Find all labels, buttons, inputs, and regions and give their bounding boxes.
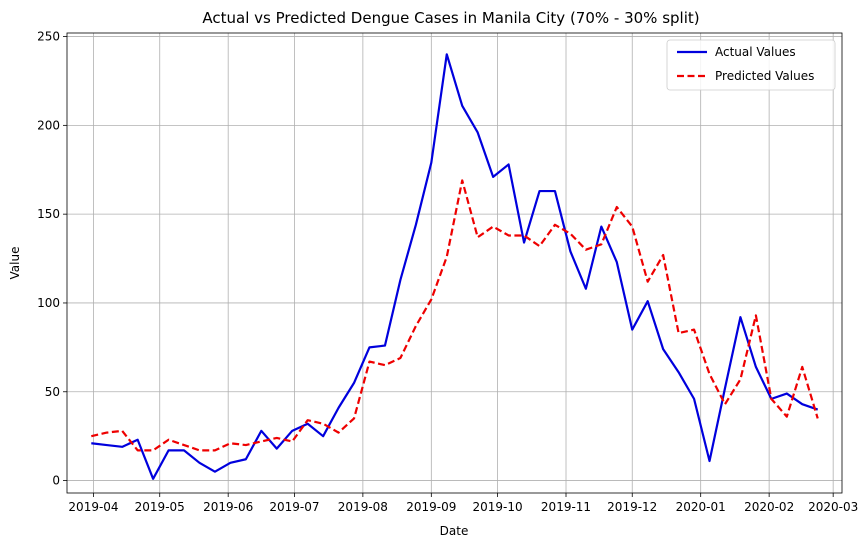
y-tick-label: 100: [37, 296, 60, 310]
series-layer: [91, 53, 819, 480]
x-tick-label: 2020-02: [744, 500, 794, 514]
y-tick-label: 50: [45, 385, 60, 399]
legend-label-actual: Actual Values: [715, 45, 796, 59]
x-axis-label: Date: [440, 524, 469, 538]
predicted-values-line: [91, 179, 819, 452]
x-tick-label: 2019-05: [135, 500, 185, 514]
x-tick-label: 2019-04: [68, 500, 118, 514]
x-tick-label: 2020-03: [808, 500, 858, 514]
y-tick-label: 150: [37, 207, 60, 221]
y-axis: 0 50 100 150 200 250: [37, 30, 67, 488]
legend: Actual Values Predicted Values: [666, 39, 836, 91]
x-tick-label: 2020-01: [676, 500, 726, 514]
y-tick-label: 0: [52, 474, 60, 488]
grid: [67, 33, 842, 493]
x-axis: 2019-04 2019-05 2019-06 2019-07 2019-08 2019-…: [68, 493, 858, 514]
chart-title: Actual vs Predicted Dengue Cases in Mani…: [202, 9, 699, 27]
legend-box: [666, 39, 836, 91]
x-tick-label: 2019-06: [203, 500, 253, 514]
x-tick-label: 2019-10: [472, 500, 522, 514]
x-tick-label: 2019-07: [269, 500, 319, 514]
y-tick-label: 200: [37, 118, 60, 132]
y-tick-label: 250: [37, 30, 60, 44]
plot-frame: [66, 32, 843, 494]
x-tick-label: 2019-12: [607, 500, 657, 514]
x-tick-label: 2019-09: [406, 500, 456, 514]
legend-label-predicted: Predicted Values: [715, 69, 814, 83]
actual-values-line: [91, 53, 819, 480]
x-tick-label: 2019-08: [338, 500, 388, 514]
x-tick-label: 2019-11: [541, 500, 591, 514]
y-axis-label: Value: [8, 247, 22, 280]
